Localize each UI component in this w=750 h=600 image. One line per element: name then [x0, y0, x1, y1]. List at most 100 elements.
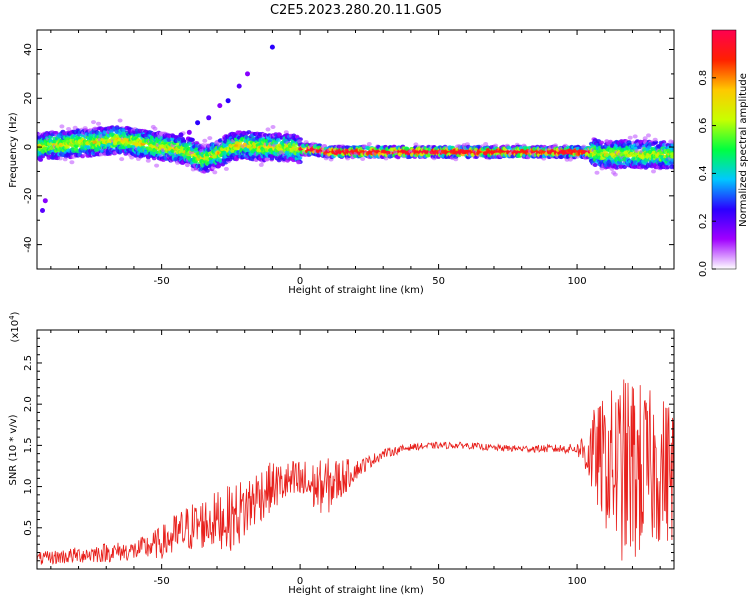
heatmap-point — [225, 98, 231, 104]
heatmap-cell — [66, 127, 72, 131]
heatmap-cell — [212, 170, 218, 175]
figure-title: C2E5.2023.280.20.11.G05 — [270, 3, 442, 18]
heatmap-cell — [96, 121, 101, 126]
heatmap-cell — [154, 163, 160, 168]
colorbar-frame — [711, 29, 737, 270]
heatmap-point — [178, 132, 184, 138]
heatmap-cell — [128, 140, 134, 145]
snr-panel: -50 0 50 100 0.5 1.0 1.5 2.0 2.5 Height of stra… — [8, 311, 675, 596]
heatmap-cell — [297, 139, 303, 144]
heatmap-cell — [622, 165, 627, 169]
heatmap-panel: -50 0 50 100 -40 -20 0 20 40 Height of straight… — [8, 29, 675, 296]
heatmap-cell — [404, 146, 410, 151]
heatmap-point — [186, 129, 192, 135]
heatmap-cell — [205, 168, 210, 173]
heatmap-cell — [199, 148, 204, 153]
heatmap-cell — [152, 126, 158, 131]
x-tick-label: 0 — [297, 276, 303, 287]
heatmap-cell — [612, 172, 618, 177]
heatmap-cell — [670, 154, 674, 159]
heatmap-point — [195, 120, 201, 126]
snr-x-label: Height of straight line (km) — [288, 585, 424, 596]
heatmap-cell — [366, 142, 372, 146]
heatmap-cell — [383, 156, 389, 161]
heatmap-cell — [632, 134, 638, 139]
heatmap-cell — [671, 165, 674, 170]
heatmap-cell — [117, 118, 123, 123]
heatmap-cell — [92, 126, 98, 131]
x-tick-label: 100 — [568, 276, 587, 287]
heatmap-point — [42, 198, 48, 204]
heatmap-cell — [651, 169, 656, 174]
heatmap-cell — [264, 157, 270, 162]
heatmap-cell — [121, 132, 127, 137]
heatmap-cell — [643, 158, 649, 162]
heatmap-cell — [592, 163, 598, 167]
heatmap-cell — [211, 154, 217, 159]
heatmap-cell — [483, 142, 489, 146]
y-tick-label: 2.5 — [23, 355, 34, 371]
heatmap-point — [217, 103, 223, 109]
heatmap-y-ticks: -40 -20 0 20 40 — [23, 43, 674, 270]
snr-y-ticks: 0.5 1.0 1.5 2.0 2.5 — [23, 337, 674, 562]
x-tick-label: 0 — [297, 576, 303, 587]
heatmap-cell — [258, 162, 264, 167]
colorbar-tick-label: 0.4 — [698, 165, 709, 181]
y-tick-label: -20 — [23, 188, 34, 204]
y-tick-label: 2.0 — [23, 396, 34, 412]
colorbar-gradient — [712, 30, 736, 269]
heatmap-cell — [189, 137, 195, 142]
snr-series-line — [37, 379, 674, 565]
heatmap-cell — [642, 136, 648, 141]
heatmap-cell — [646, 133, 651, 138]
heatmap-cell — [119, 157, 125, 162]
heatmap-cell — [558, 155, 564, 160]
colorbar-tick-label: 0.2 — [698, 213, 709, 229]
y-tick-label: 40 — [23, 43, 34, 56]
heatmap-cell — [92, 140, 98, 145]
colorbar-label: Normalized spectral amplitude — [738, 73, 749, 227]
heatmap-point — [269, 44, 275, 50]
heatmap-cell — [553, 143, 558, 148]
heatmap-cell — [91, 120, 96, 125]
heatmap-cell — [493, 143, 499, 148]
colorbar-tick-label: 0.6 — [698, 118, 709, 134]
heatmap-cell — [296, 160, 301, 165]
y-tick-label: 0 — [23, 144, 34, 150]
colorbar-tick-label: 0.8 — [698, 70, 709, 86]
x-tick-label: 100 — [568, 576, 587, 587]
heatmap-x-label: Height of straight line (km) — [288, 285, 424, 296]
heatmap-cell — [181, 139, 187, 144]
heatmap-cell — [216, 164, 221, 169]
x-tick-label: -50 — [153, 576, 169, 587]
heatmap-cell — [204, 156, 210, 161]
y-tick-label: -40 — [23, 236, 34, 252]
heatmap-cell — [223, 166, 229, 171]
x-tick-label: -50 — [153, 276, 169, 287]
heatmap-cell — [69, 160, 75, 165]
heatmap-cell — [670, 140, 674, 145]
y-tick-label: 0.5 — [23, 520, 34, 536]
heatmap-x-ticks: -50 0 50 100 — [50, 30, 661, 287]
heatmap-cell — [58, 142, 64, 147]
y-tick-label: 20 — [23, 92, 34, 105]
heatmap-cell — [202, 138, 208, 143]
colorbar: 0.0 0.2 0.4 0.6 0.8 Normalized spectral ampl… — [698, 29, 749, 277]
heatmap-cell — [222, 143, 228, 148]
heatmap-point — [206, 115, 212, 121]
heatmap-y-label: Frequency (Hz) — [8, 112, 19, 188]
heatmap-cell — [207, 136, 213, 141]
heatmap-cell — [360, 157, 366, 161]
y-tick-label: 1.5 — [23, 437, 34, 453]
heatmap-cell — [599, 140, 604, 145]
y-tick-label: 1.0 — [23, 479, 34, 495]
colorbar-tick-label: 0.0 — [698, 261, 709, 277]
heatmap-point — [245, 71, 250, 77]
heatmap-point — [40, 208, 45, 213]
heatmap-cell — [652, 137, 658, 142]
heatmap-cell — [283, 130, 289, 135]
heatmap-cells — [37, 44, 674, 213]
heatmap-cell — [57, 156, 63, 161]
heatmap-cell — [623, 150, 629, 155]
